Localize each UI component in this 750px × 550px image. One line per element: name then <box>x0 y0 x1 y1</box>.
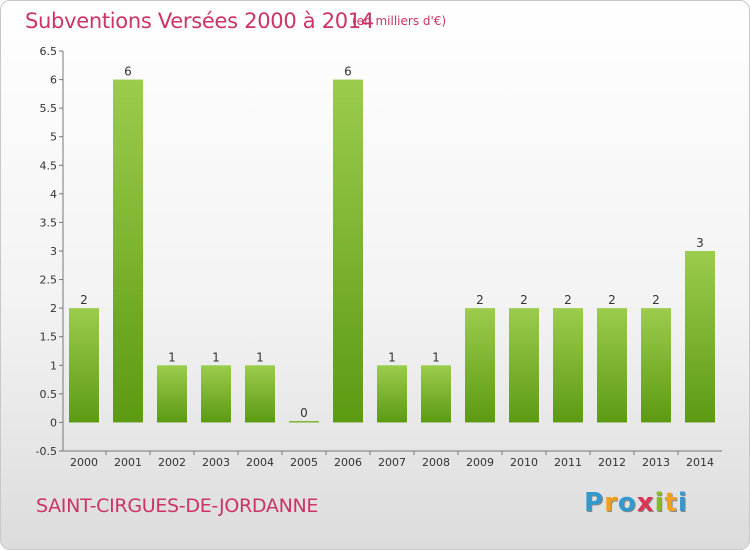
x-tick-label: 2001 <box>114 456 142 469</box>
x-tick-label: 2004 <box>246 456 274 469</box>
bar-2010 <box>509 308 539 423</box>
bar-chart: -0.5 0 0.5 1 1.5 2 2.5 3 3.5 4 4.5 5 5.5 6 6.5 2000 2001… <box>36 45 722 469</box>
bar-2008 <box>421 365 451 423</box>
bar-2007 <box>377 365 407 423</box>
x-tick-label: 2011 <box>554 456 582 469</box>
x-tick-label: 2003 <box>202 456 230 469</box>
x-tick-label: 2014 <box>686 456 714 469</box>
bar-2014 <box>685 251 715 423</box>
bar-2003 <box>201 365 231 423</box>
y-tick-label: 3 <box>50 245 57 258</box>
data-label-2010: 2 <box>520 293 528 307</box>
y-tick-label: 1 <box>50 359 57 372</box>
bar-2013 <box>641 308 671 423</box>
data-label-2011: 2 <box>564 293 572 307</box>
logo-letter: P <box>584 488 605 518</box>
logo-letter: i <box>677 488 688 518</box>
data-label-2013: 2 <box>652 293 660 307</box>
data-label-2004: 1 <box>256 350 264 364</box>
x-tick-label: 2006 <box>334 456 362 469</box>
bar-2006 <box>333 79 363 423</box>
data-label-2002: 1 <box>168 350 176 364</box>
bar-2002 <box>157 365 187 423</box>
x-tick-label: 2000 <box>70 456 98 469</box>
chart-title: Subventions Versées 2000 à 2014 <box>25 9 374 33</box>
bar-2000 <box>69 308 99 423</box>
data-label-2012: 2 <box>608 293 616 307</box>
data-label-2003: 1 <box>212 350 220 364</box>
y-tick-label: -0.5 <box>36 445 57 458</box>
x-tick-label: 2009 <box>466 456 494 469</box>
logo-letter: o <box>617 488 637 518</box>
x-tick-label: 2013 <box>642 456 670 469</box>
x-tick-label: 2007 <box>378 456 406 469</box>
y-tick-label: 3.5 <box>40 216 58 229</box>
data-label-2000: 2 <box>80 293 88 307</box>
bar-2009 <box>465 308 495 423</box>
chart-subtitle: (en milliers d'€) <box>352 14 447 28</box>
logo-letter: t <box>664 488 678 518</box>
data-label-2008: 1 <box>432 350 440 364</box>
data-label-2014: 3 <box>696 236 704 250</box>
y-tick-label: 6 <box>50 74 57 87</box>
data-label-2009: 2 <box>476 293 484 307</box>
commune-name: SAINT-CIRGUES-DE-JORDANNE <box>36 495 319 517</box>
y-tick-label: 5 <box>50 131 57 144</box>
data-label-2007: 1 <box>388 350 396 364</box>
logo-letter: x <box>636 488 655 518</box>
bar-2004 <box>245 365 275 423</box>
y-tick-label: 2 <box>50 302 57 315</box>
bar-2011 <box>553 308 583 423</box>
bar-2001 <box>113 79 143 423</box>
x-tick-label: 2005 <box>290 456 318 469</box>
logo-letter: r <box>604 488 618 518</box>
x-tick-label: 2010 <box>510 456 538 469</box>
y-tick-label: 2.5 <box>40 274 58 287</box>
bar-series: 2 6 1 1 1 0 6 1 1 2 2 2 2 2 3 <box>69 65 715 423</box>
data-label-2006: 6 <box>344 65 352 79</box>
logo-letter: i <box>654 488 665 518</box>
bar-2012 <box>597 308 627 423</box>
chart-axes: -0.5 0 0.5 1 1.5 2 2.5 3 3.5 4 4.5 5 5.5 6 6.5 2000 2001… <box>36 45 722 469</box>
y-tick-label: 5.5 <box>40 102 58 115</box>
data-label-2001: 6 <box>124 65 132 79</box>
bar-2005 <box>289 420 319 423</box>
y-tick-label: 4.5 <box>40 159 58 172</box>
y-tick-label: 0 <box>50 416 57 429</box>
y-tick-label: 6.5 <box>40 45 58 58</box>
y-tick-label: 4 <box>50 188 57 201</box>
x-tick-label: 2002 <box>158 456 186 469</box>
proxiti-logo[interactable]: Proxiti <box>584 488 688 518</box>
data-label-2005: 0 <box>300 406 308 420</box>
y-tick-label: 1.5 <box>40 331 58 344</box>
x-tick-label: 2008 <box>422 456 450 469</box>
y-tick-label: 0.5 <box>40 388 58 401</box>
x-tick-label: 2012 <box>598 456 626 469</box>
